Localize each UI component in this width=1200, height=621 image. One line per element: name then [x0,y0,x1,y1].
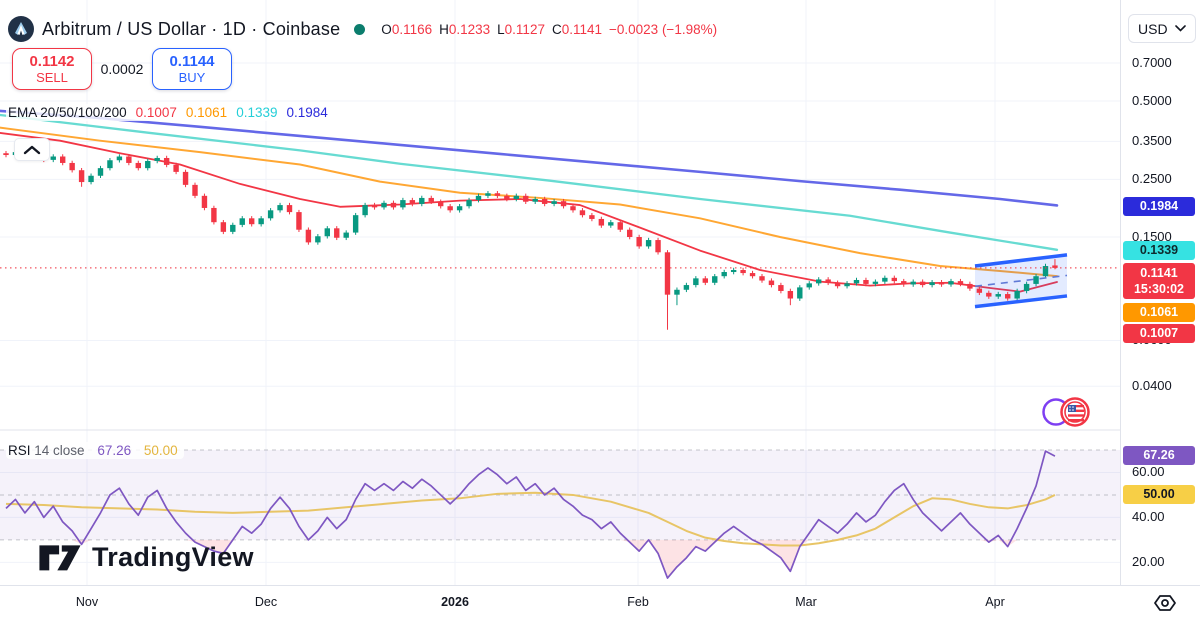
ema20-badge: 0.1007 [1123,323,1195,343]
rsi-axis-label: 40.00 [1132,509,1165,524]
change-value: −0.0023 (−1.98%) [609,21,718,37]
sell-label: SELL [36,70,68,85]
collapse-legend-button[interactable] [14,138,50,161]
time-axis-label: Mar [795,595,817,609]
high-label: H [439,21,449,37]
arbitrum-logo-icon[interactable] [8,16,34,42]
time-axis[interactable]: Nov Dec 2026 Feb Mar Apr [0,585,1200,621]
spread-value: 0.0002 [100,61,144,77]
time-axis-label: 2026 [441,595,469,609]
chart-canvas[interactable] [0,0,1120,585]
currency-value: USD [1138,20,1168,37]
tradingview-wordmark: TradingView [92,541,254,572]
price-axis[interactable]: 0.70000.50000.35000.25000.15000.06000.04… [1120,0,1200,585]
rsi-ma-badge: 50.00 [1123,484,1195,504]
ema-indicator-legend[interactable]: EMA 20/50/100/200 0.1007 0.1061 0.1339 0.198… [6,104,334,121]
time-axis-label: Nov [75,595,99,609]
ema-value: 0.1061 [185,105,228,120]
price-axis-label: 0.1500 [1132,229,1172,244]
rsi-legend-params: 14 close [34,443,85,458]
ema100-badge: 0.1339 [1123,240,1195,260]
price-axis-label: 0.7000 [1132,55,1172,71]
last-price-value: 0.1141 [1140,266,1178,280]
buy-price: 0.1144 [169,53,215,70]
symbol-title[interactable]: Arbitrum / US Dollar · 1D · Coinbase [42,18,341,39]
session-settings-icon[interactable] [1152,590,1178,616]
open-label: O [381,21,392,37]
last-price-countdown-badge: 0.1141 15:30:02 [1123,263,1195,299]
buy-label: BUY [178,70,206,85]
ema50-badge: 0.1061 [1123,302,1195,322]
buy-button[interactable]: 0.1144 BUY [152,48,232,90]
high-value: 0.1233 [448,21,491,37]
ema-legend-label: EMA 20/50/100/200 [8,105,127,120]
sell-button[interactable]: 0.1142 SELL [12,48,92,90]
ema-value: 0.1339 [236,105,278,120]
pair-flags-watermark [1042,395,1094,434]
tradingview-logo[interactable]: TradingView [38,540,254,574]
rsi-ma-value: 50.00 [143,443,178,458]
tradingview-mark-icon [39,545,81,571]
time-axis-label: Feb [627,595,649,609]
rsi-indicator-legend[interactable]: RSI 14 close 67.26 50.00 [6,442,184,459]
price-axis-label: 0.2500 [1132,171,1172,187]
rsi-axis-label: 20.00 [1132,554,1165,569]
price-axis-label: 0.3500 [1132,133,1172,149]
sell-price: 0.1142 [29,53,75,70]
time-axis-label: Apr [985,595,1005,609]
price-axis-label: 0.5000 [1132,93,1172,109]
rsi-legend-label: RSI [8,443,31,458]
ema200-badge: 0.1984 [1123,196,1195,216]
candlestick-series [3,149,1058,330]
low-value: 0.1127 [504,21,545,37]
rsi-value-badge: 67.26 [1123,445,1195,465]
chevron-down-icon [1175,25,1186,32]
rsi-pane [0,449,1120,579]
close-label: C [551,21,562,37]
main-price-pane [0,109,1120,330]
market-status-icon[interactable] [354,23,366,35]
time-axis-label: Dec [254,595,278,609]
symbol-header: Arbitrum / US Dollar · 1D · Coinbase O0.… [8,16,724,42]
open-value: 0.1166 [391,21,433,37]
chevron-up-icon [23,145,41,154]
close-value: 0.1141 [561,21,603,37]
ema-values: 0.1007 0.1061 0.1339 0.1984 [127,105,328,120]
ema-value: 0.1007 [135,105,177,120]
rsi-current-value: 67.26 [97,443,132,458]
ema-value: 0.1984 [286,105,328,120]
rsi-axis-label: 60.00 [1132,464,1165,479]
trade-panel: 0.1142 SELL 0.0002 0.1144 BUY [12,48,232,90]
price-axis-label: 0.0400 [1132,378,1172,394]
ohlc-readout: O0.1166 H0.1233 L0.1127 C0.1141 −0.0023 (−1.… [381,22,724,37]
bar-countdown: 15:30:02 [1133,282,1185,296]
low-label: L [497,21,505,37]
currency-selector[interactable]: USD [1128,14,1196,43]
usd-flag-icon [1060,397,1090,427]
